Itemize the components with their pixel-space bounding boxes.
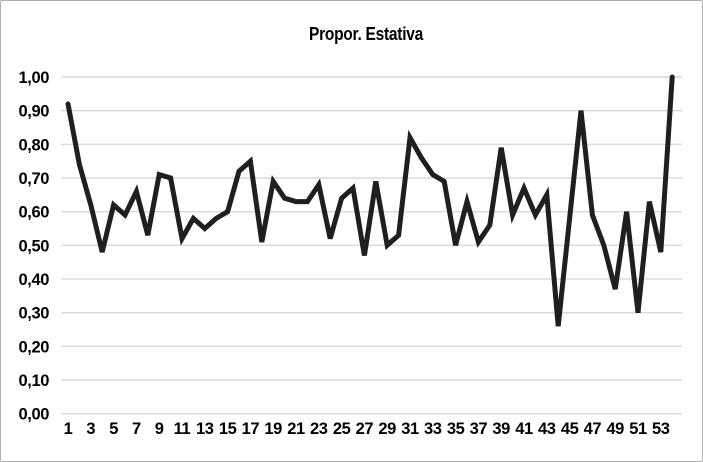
x-tick-label: 53 (652, 420, 670, 438)
x-tick-label: 31 (401, 420, 419, 438)
y-tick-label: 0,50 (18, 237, 49, 255)
y-tick-label: 1,00 (18, 69, 49, 87)
y-tick-label: 0,10 (18, 372, 49, 390)
x-axis-labels: 1 3 5 7 9 11 13 15 17 19 21 23 25 27 29 31 33 35 37 39 41 43 4… (64, 420, 671, 438)
x-tick-label: 33 (424, 420, 442, 438)
y-tick-label: 0,90 (18, 103, 49, 121)
y-tick-label: 0,60 (18, 204, 49, 222)
y-tick-label: 0,30 (18, 305, 49, 323)
x-tick-label: 45 (561, 420, 579, 438)
x-tick-label: 27 (356, 420, 374, 438)
plot-area (65, 74, 675, 327)
x-tick-label: 47 (584, 420, 602, 438)
x-tick-label: 3 (86, 420, 95, 438)
x-tick-label: 37 (470, 420, 488, 438)
x-tick-label: 5 (109, 420, 118, 438)
x-tick-label: 35 (447, 420, 465, 438)
x-tick-label: 51 (629, 420, 647, 438)
y-tick-label: 0,00 (18, 406, 49, 424)
x-tick-label: 13 (196, 420, 214, 438)
x-tick-label: 17 (242, 420, 260, 438)
x-tick-label: 25 (333, 420, 351, 438)
x-tick-label: 1 (64, 420, 73, 438)
x-tick-label: 11 (174, 420, 191, 438)
gridlines (61, 76, 682, 415)
x-tick-label: 21 (287, 420, 305, 438)
x-tick-label: 49 (606, 420, 624, 438)
x-tick-label: 23 (310, 420, 328, 438)
data-line (65, 74, 675, 327)
x-tick-label: 7 (132, 420, 141, 438)
x-tick-label: 19 (264, 420, 282, 438)
y-tick-label: 0,20 (18, 338, 49, 356)
chart-title: Propor. Estativa (309, 23, 424, 44)
y-tick-label: 0,40 (18, 271, 49, 289)
x-tick-label: 29 (378, 420, 396, 438)
x-tick-label: 43 (538, 420, 556, 438)
y-axis-labels: 0,00 0,10 0,20 0,30 0,40 0,50 0,60 0,70 0,80 0,90… (18, 69, 49, 424)
y-tick-label: 0,70 (18, 170, 49, 188)
x-tick-label: 41 (515, 420, 533, 438)
x-tick-label: 39 (492, 420, 510, 438)
y-tick-label: 0,80 (18, 136, 49, 154)
x-tick-label: 9 (155, 420, 164, 438)
x-tick-label: 15 (219, 420, 237, 438)
